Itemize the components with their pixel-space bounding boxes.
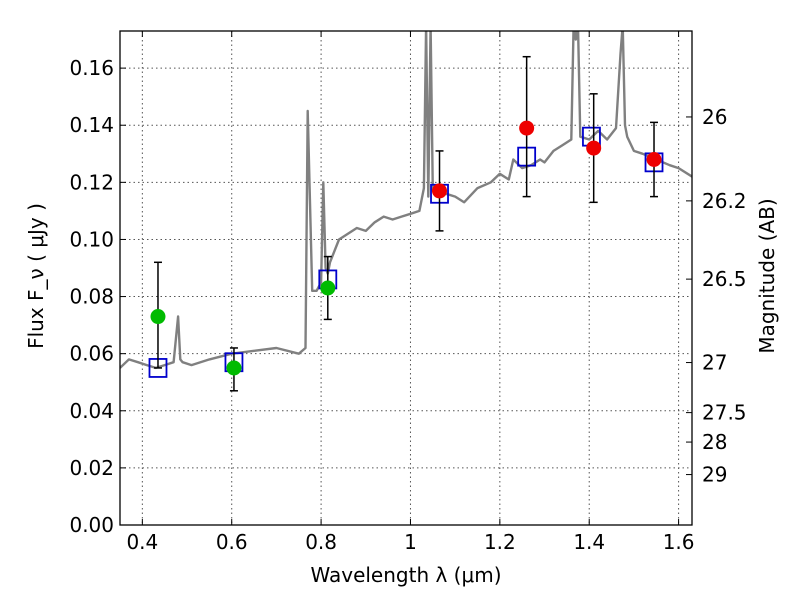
mag-tick-label: 26.5 <box>702 267 747 291</box>
y-tick-label: 0.04 <box>69 399 114 423</box>
y-tick-label: 0.12 <box>69 170 114 194</box>
mag-tick-label: 27 <box>702 351 727 375</box>
y-tick-label: 0.02 <box>69 456 114 480</box>
ticks-layer: 0.4 0.6 0.8 1 1.2 1.4 1.6 0.00 0.02 0.04 0.06 0.08 0… <box>69 31 747 554</box>
mag-tick-label: 29 <box>702 463 727 487</box>
green-observed-point <box>226 360 242 376</box>
red-observed-point <box>646 151 662 167</box>
y2-axis-label: Magnitude (AB) <box>755 198 779 353</box>
x-tick-label: 0.8 <box>305 530 337 554</box>
y-axis-label: Flux F_ν ( μJy ) <box>24 203 48 349</box>
x-axis-label: Wavelength λ (μm) <box>310 563 501 587</box>
x-tick-label: 1.2 <box>484 530 516 554</box>
y-tick-label: 0.14 <box>69 113 114 137</box>
red-observed-point <box>586 140 602 156</box>
green-observed-point <box>150 309 166 325</box>
x-tick-label: 1 <box>404 530 417 554</box>
red-observed-point <box>519 120 535 136</box>
x-tick-label: 1.6 <box>663 530 695 554</box>
plot-frame <box>119 30 693 526</box>
red-observed-point <box>432 183 448 199</box>
y-tick-label: 0.10 <box>69 227 114 251</box>
y-tick-label: 0.00 <box>69 513 114 537</box>
points-layer <box>148 55 664 392</box>
green-observed-point <box>320 280 336 296</box>
mag-tick-label: 26 <box>702 105 727 129</box>
x-tick-label: 0.6 <box>216 530 248 554</box>
y-tick-label: 0.08 <box>69 285 114 309</box>
mag-tick-label: 26.2 <box>702 189 747 213</box>
y-tick-label: 0.16 <box>69 56 114 80</box>
mag-tick-label: 27.5 <box>702 401 747 425</box>
x-tick-label: 0.4 <box>126 530 158 554</box>
x-tick-label: 1.4 <box>573 530 605 554</box>
y-tick-label: 0.06 <box>69 342 114 366</box>
mag-tick-label: 28 <box>702 430 727 454</box>
